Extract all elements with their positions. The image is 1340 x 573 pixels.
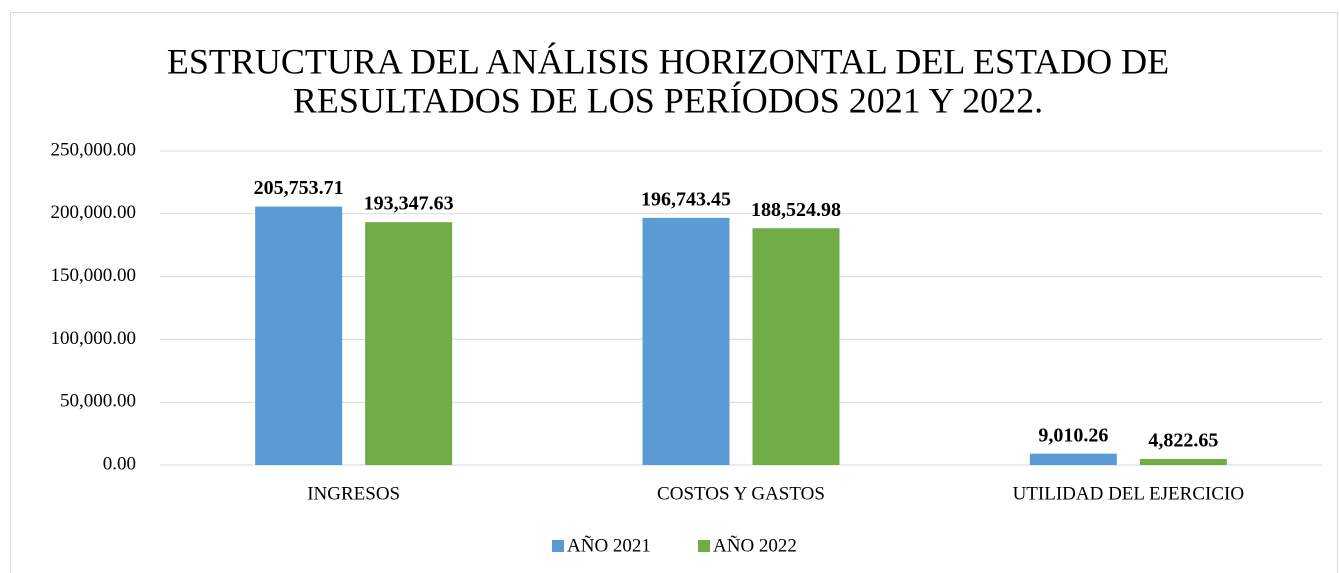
bar [752,228,840,465]
y-tick-label: 200,000.00 [51,202,137,223]
bar [642,217,730,465]
data-label: 4,822.65 [1148,430,1218,452]
bar [1029,453,1117,465]
data-label: 196,743.45 [641,188,731,210]
data-label: 193,347.63 [364,193,454,215]
chart-title: ESTRUCTURA DEL ANÁLISIS HORIZONTAL DEL E… [167,41,1169,81]
y-tick-label: 50,000.00 [60,391,136,412]
legend-label: AÑO 2022 [713,534,797,556]
legend-label: AÑO 2021 [567,534,651,556]
data-label: 205,753.71 [254,177,344,199]
data-label: 9,010.26 [1038,424,1108,446]
legend-swatch [552,540,564,552]
chart-title: RESULTADOS DE LOS PERÍODOS 2021 Y 2022. [293,80,1043,120]
bar [365,222,453,465]
bar [255,206,343,465]
legend-swatch [698,540,710,552]
x-tick-label: UTILIDAD DEL EJERCICIO [1013,483,1244,504]
y-tick-label: 0.00 [103,453,136,474]
bar [1139,458,1227,465]
y-tick-label: 250,000.00 [51,139,137,160]
data-label: 188,524.98 [751,199,841,221]
y-tick-label: 100,000.00 [51,328,137,349]
x-tick-label: COSTOS Y GASTOS [657,483,825,504]
y-tick-label: 150,000.00 [51,265,137,286]
x-tick-label: INGRESOS [307,483,400,504]
